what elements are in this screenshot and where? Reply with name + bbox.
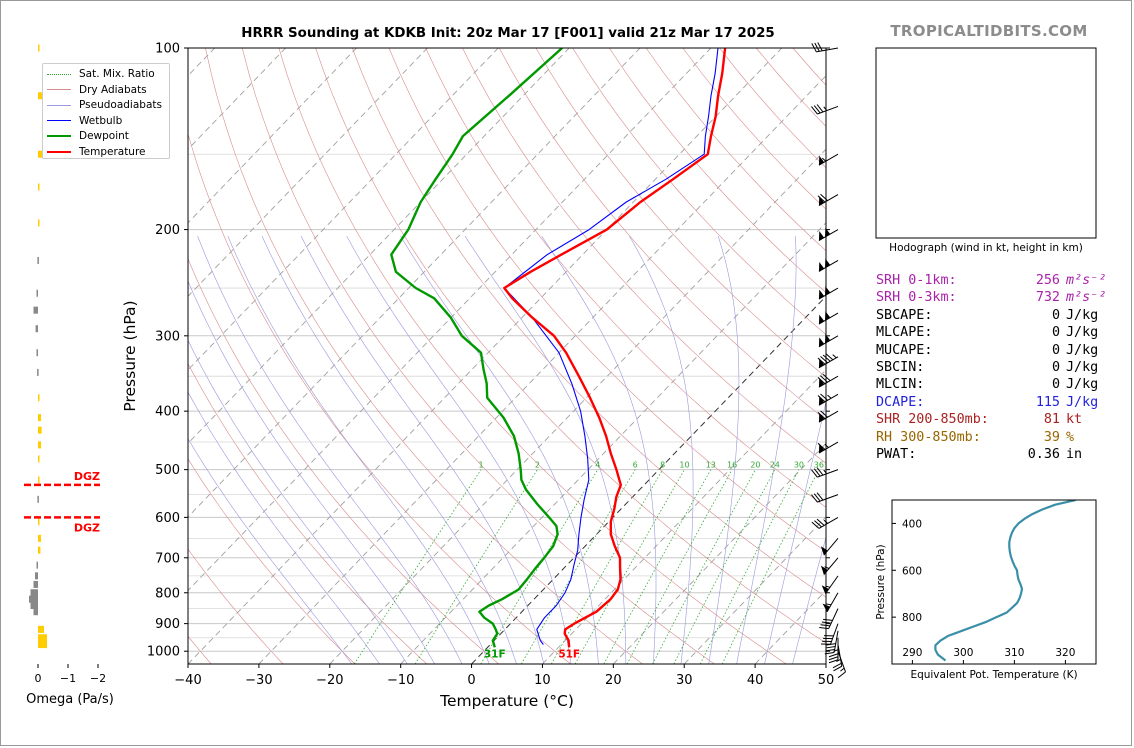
index-unit: in: [1066, 447, 1083, 463]
sounding-indices: SRH 0-1km: 256 m²s⁻² SRH 0-3km: 732 m²s⁻² SBCA…: [876, 272, 1116, 463]
index-value: 39: [1043, 429, 1060, 445]
index-label: SBCAPE:: [876, 307, 933, 323]
index-label: PWAT:: [876, 447, 917, 463]
legend-item: Sat. Mix. Ratio: [47, 67, 155, 81]
legend-label: Temperature: [79, 146, 146, 158]
index-row: SRH 0-3km: 732 m²s⁻²: [876, 289, 1116, 306]
index-value: 115: [1035, 394, 1060, 410]
legend-item: Temperature: [47, 145, 146, 159]
index-label: RH 300-850mb:: [876, 429, 981, 445]
legend-item: Dry Adiabats: [47, 83, 147, 97]
index-value: 0: [1051, 307, 1060, 323]
index-value: 81: [1043, 412, 1060, 428]
index-unit: %: [1066, 429, 1075, 445]
legend-item: Pseudoadiabats: [47, 98, 162, 112]
index-value: 0: [1051, 360, 1060, 376]
index-value: 0.36: [1027, 447, 1060, 463]
legend-label: Dewpoint: [79, 130, 129, 143]
index-label: SRH 0-3km:: [876, 290, 957, 306]
index-unit: J/kg: [1066, 360, 1099, 376]
index-unit: J/kg: [1066, 394, 1099, 410]
legend-label: Dry Adiabats: [79, 83, 147, 96]
legend-label: Sat. Mix. Ratio: [79, 68, 155, 80]
index-label: SBCIN:: [876, 360, 925, 376]
brand-logo-text: TROPICALTIDBITS.COM: [890, 22, 1088, 40]
index-row: DCAPE: 115 J/kg: [876, 394, 1116, 411]
index-row: SBCAPE: 0 J/kg: [876, 307, 1116, 324]
index-row: SBCIN: 0 J/kg: [876, 359, 1116, 376]
index-unit: J/kg: [1066, 377, 1099, 393]
index-unit: m²s⁻²: [1066, 290, 1107, 306]
index-row: MUCAPE: 0 J/kg: [876, 342, 1116, 359]
index-value: 0: [1051, 342, 1060, 358]
index-row: MLCIN: 0 J/kg: [876, 376, 1116, 393]
legend-swatch: [47, 135, 71, 138]
legend-swatch: [47, 104, 71, 106]
legend-label: Wetbulb: [79, 114, 123, 127]
legend-item: Wetbulb: [47, 114, 122, 128]
index-row: PWAT: 0.36 in: [876, 446, 1116, 463]
skewt-legend: Sat. Mix. Ratio Dry Adiabats Pseudoadiabat…: [42, 63, 170, 159]
index-value: 0: [1051, 377, 1060, 393]
index-row: RH 300-850mb: 39%: [876, 429, 1116, 446]
index-label: MLCAPE:: [876, 325, 933, 341]
index-label: DCAPE:: [876, 394, 925, 410]
index-row: MLCAPE: 0 J/kg: [876, 324, 1116, 341]
index-row: SRH 0-1km: 256 m²s⁻²: [876, 272, 1116, 289]
index-value: 732: [1035, 290, 1060, 306]
index-unit: m²s⁻²: [1066, 273, 1107, 288]
index-unit: kt: [1066, 412, 1083, 428]
index-value: 0: [1051, 325, 1060, 341]
legend-item: Dewpoint: [47, 129, 129, 143]
index-label: MUCAPE:: [876, 342, 933, 358]
index-unit: J/kg: [1066, 342, 1099, 358]
index-label: MLCIN:: [876, 377, 925, 393]
index-value: 256: [1035, 273, 1060, 288]
legend-swatch: [47, 120, 71, 122]
index-label: SRH 0-1km:: [876, 273, 957, 288]
index-unit: J/kg: [1066, 325, 1099, 341]
index-unit: J/kg: [1066, 307, 1099, 323]
legend-swatch: [47, 73, 71, 75]
chart-title: HRRR Sounding at KDKB Init: 20z Mar 17 […: [241, 26, 775, 41]
legend-swatch: [47, 151, 71, 153]
legend-label: Pseudoadiabats: [79, 99, 162, 112]
index-label: SHR 200-850mb:: [876, 412, 989, 428]
index-row: SHR 200-850mb: 81 kt: [876, 411, 1116, 428]
legend-swatch: [47, 89, 71, 91]
